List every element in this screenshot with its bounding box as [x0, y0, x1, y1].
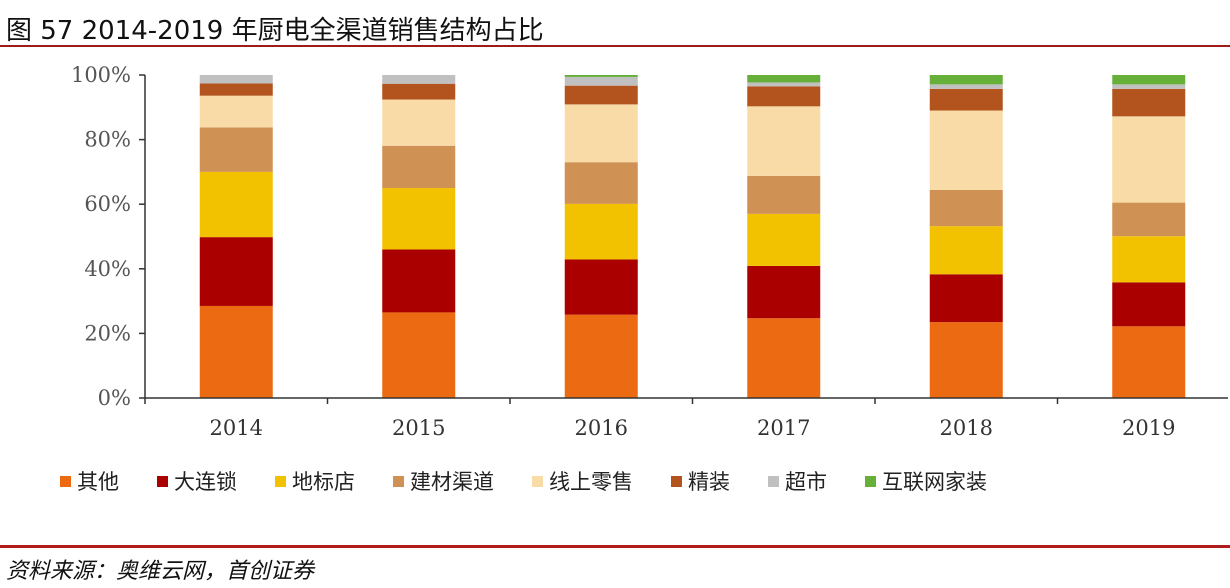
x-tick-label: 2014: [210, 416, 263, 440]
bar-segment: [929, 274, 1003, 323]
bar-segment: [382, 188, 456, 250]
bar-segment: [929, 84, 1003, 89]
bar-segment: [564, 314, 638, 398]
bar-segment: [1112, 236, 1186, 283]
bar-segment: [1112, 84, 1186, 89]
legend-swatch: [157, 475, 168, 487]
bar-segment: [929, 110, 1003, 190]
bar-segment: [382, 249, 456, 313]
y-tick-label: 80%: [84, 128, 131, 152]
legend-swatch: [275, 475, 286, 487]
legend: 其他 大连锁 地标店 建材渠道 线上零售 精装 超市 互联网家装: [60, 466, 1025, 496]
bar-segment: [929, 75, 1003, 85]
bar-segment: [929, 226, 1003, 275]
bar-segment: [747, 106, 821, 176]
legend-label: 互联网家装: [882, 470, 987, 494]
bar-segment: [929, 88, 1003, 111]
y-tick-label: 0%: [98, 386, 131, 410]
x-tick-label: 2019: [1122, 416, 1175, 440]
bar-segment: [564, 203, 638, 260]
bar-segment: [199, 75, 273, 84]
bar-segment: [564, 259, 638, 315]
bar-segment: [564, 162, 638, 204]
bar-segment: [199, 171, 273, 238]
bar-segment: [564, 104, 638, 163]
legend-item: 精装: [671, 466, 730, 496]
legend-swatch: [768, 475, 779, 487]
legend-item: 建材渠道: [393, 466, 494, 496]
legend-item: 互联网家装: [865, 466, 987, 496]
stacked-bar-chart: 0% 20% 40% 60% 80% 100% 2014 2015 2016 2017 2018 20…: [71, 63, 1228, 440]
legend-swatch: [671, 475, 682, 487]
bar-segment: [564, 75, 638, 77]
bar-segment: [382, 83, 456, 100]
legend-swatch: [393, 475, 404, 487]
bar-segment: [929, 322, 1003, 398]
bar-segment: [747, 318, 821, 398]
legend-item: 大连锁: [157, 466, 237, 496]
bar-segment: [747, 82, 821, 87]
legend-label: 建材渠道: [410, 470, 494, 494]
footer-divider: [0, 545, 1230, 548]
source-note: 资料来源：奥维云网，首创证券: [6, 559, 315, 584]
legend-label: 其他: [77, 470, 119, 494]
bar-segment: [382, 99, 456, 146]
bar-segment: [382, 75, 456, 84]
bar-segment: [929, 189, 1003, 227]
bar-segment: [199, 237, 273, 306]
bar-segment: [199, 83, 273, 96]
bar-segment: [747, 213, 821, 266]
bar-segment: [382, 145, 456, 189]
bar-segment: [1112, 326, 1186, 398]
bar-segment: [382, 312, 456, 398]
bar-segment: [199, 95, 273, 128]
legend-label: 大连锁: [174, 470, 237, 494]
title-divider: [0, 45, 1230, 47]
bar-segment: [1112, 116, 1186, 203]
bar-segment: [747, 75, 821, 83]
legend-swatch: [865, 475, 876, 487]
legend-item: 地标店: [275, 466, 355, 496]
y-tick-label: 60%: [84, 192, 131, 216]
bar-segment: [747, 86, 821, 107]
legend-item: 超市: [768, 466, 827, 496]
legend-label: 超市: [785, 470, 827, 494]
bar-segment: [199, 127, 273, 172]
legend-swatch: [532, 475, 543, 487]
x-tick-label: 2015: [392, 416, 445, 440]
bar-segment: [1112, 282, 1186, 327]
y-tick-label: 20%: [84, 321, 131, 345]
x-tick-label: 2018: [940, 416, 993, 440]
legend-item: 其他: [60, 466, 119, 496]
bar-segment: [1112, 75, 1186, 85]
bar-segment: [747, 175, 821, 214]
legend-label: 地标店: [292, 470, 355, 494]
y-tick-label: 100%: [71, 63, 131, 87]
chart-title: 图 57 2014-2019 年厨电全渠道销售结构占比: [6, 16, 544, 46]
legend-label: 线上零售: [549, 470, 633, 494]
bar-segment: [199, 305, 273, 398]
x-tick-label: 2017: [757, 416, 810, 440]
legend-label: 精装: [688, 470, 730, 494]
bar-segment: [1112, 202, 1186, 237]
bar-segment: [564, 85, 638, 105]
bar-segment: [747, 265, 821, 319]
legend-item: 线上零售: [532, 466, 633, 496]
y-tick-label: 40%: [84, 257, 131, 281]
bar-segment: [564, 76, 638, 86]
legend-swatch: [60, 475, 71, 487]
x-tick-label: 2016: [575, 416, 628, 440]
bar-segment: [1112, 88, 1186, 117]
